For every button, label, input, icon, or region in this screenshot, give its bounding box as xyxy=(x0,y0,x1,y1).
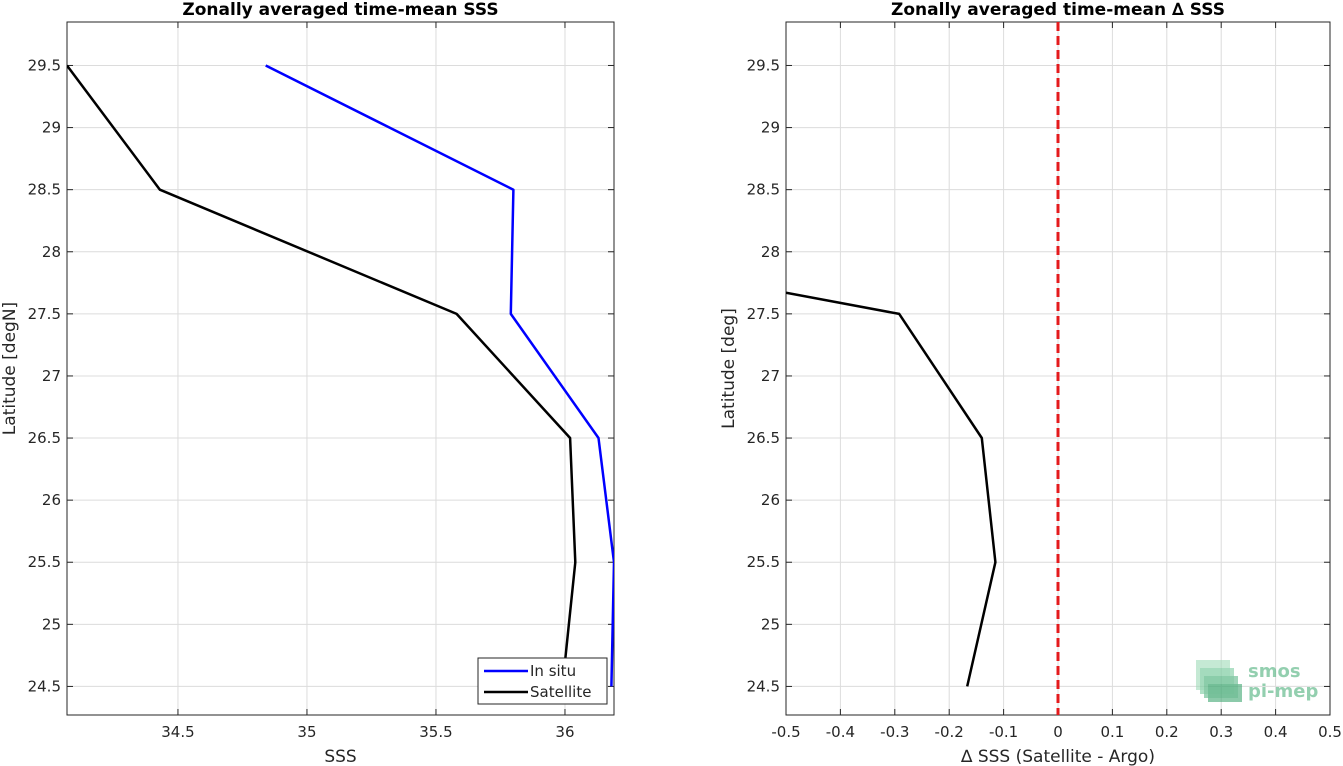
x-tick-label: 0.2 xyxy=(1155,723,1179,741)
y-tick-label: 29.5 xyxy=(747,56,780,74)
x-tick-label: 35 xyxy=(297,723,316,741)
y-tick-label: 27.5 xyxy=(747,305,780,323)
logo-text-smos: smos xyxy=(1248,661,1301,682)
y-tick-label: 25 xyxy=(42,615,61,633)
y-axis-label: Latitude [deg] xyxy=(719,308,739,429)
y-tick-label: 26.5 xyxy=(747,429,780,447)
logo-shape xyxy=(1208,684,1242,702)
y-tick-label: 24.5 xyxy=(747,677,780,695)
legend: In situ Satellite xyxy=(477,657,608,705)
y-tick-label: 28 xyxy=(761,243,780,261)
y-tick-label: 28 xyxy=(42,243,61,261)
x-axis-label: ∆ SSS (Satellite - Argo) xyxy=(960,747,1155,766)
x-tick-label: 0.1 xyxy=(1100,723,1124,741)
chart-title: Zonally averaged time-mean SSS xyxy=(182,0,498,20)
legend-box xyxy=(477,657,608,705)
y-tick-label: 25 xyxy=(761,615,780,633)
x-tick-label: 35.5 xyxy=(419,723,452,741)
series-line-1 xyxy=(786,291,997,687)
y-tick-label: 28.5 xyxy=(28,181,61,199)
y-tick-label: 26 xyxy=(42,491,61,509)
y-tick-label: 25.5 xyxy=(747,553,780,571)
x-tick-label: 0.4 xyxy=(1264,723,1288,741)
x-tick-label: -0.1 xyxy=(989,723,1018,741)
series-line-in-situ xyxy=(265,64,614,687)
x-tick-label: -0.5 xyxy=(771,723,800,741)
x-axis-label: SSS xyxy=(324,747,356,766)
y-tick-label: 25.5 xyxy=(28,553,61,571)
legend-label: Satellite xyxy=(530,683,591,701)
y-tick-label: 29.5 xyxy=(28,56,61,74)
x-tick-label: 34.5 xyxy=(161,723,194,741)
y-axis-label: Latitude [degN] xyxy=(0,302,20,435)
y-tick-label: 27 xyxy=(761,367,780,385)
y-tick-label: 29 xyxy=(42,119,61,137)
x-tick-label: -0.2 xyxy=(935,723,964,741)
y-tick-label: 26.5 xyxy=(28,429,61,447)
y-tick-label: 24.5 xyxy=(28,677,61,695)
x-tick-label: -0.4 xyxy=(826,723,855,741)
y-tick-label: 29 xyxy=(761,119,780,137)
x-tick-label: 36 xyxy=(555,723,574,741)
x-tick-label: -0.3 xyxy=(880,723,909,741)
y-tick-label: 26 xyxy=(761,491,780,509)
plot-frame xyxy=(66,21,615,716)
panel-2: -0.5 -0.4 -0.3 -0.2 -0.1 0 0.1 0.2 0.3 0.4 0.5 24.5… xyxy=(719,0,1342,766)
legend-label: In situ xyxy=(530,662,576,680)
y-tick-label: 28.5 xyxy=(747,181,780,199)
series-line-satellite xyxy=(67,64,577,662)
y-tick-label: 27 xyxy=(42,367,61,385)
x-tick-label: 0 xyxy=(1053,723,1063,741)
x-tick-label: 0.3 xyxy=(1209,723,1233,741)
logo-text-pimep: pi-mep xyxy=(1248,681,1318,702)
panel-1: 34.5 35 35.5 36 24.5 25 25.5 26 26.5 27 27.5 28 28.5… xyxy=(0,0,615,766)
x-tick-label: 0.5 xyxy=(1318,723,1342,741)
chart-title: Zonally averaged time-mean ∆ SSS xyxy=(891,0,1225,20)
y-tick-label: 27.5 xyxy=(28,305,61,323)
